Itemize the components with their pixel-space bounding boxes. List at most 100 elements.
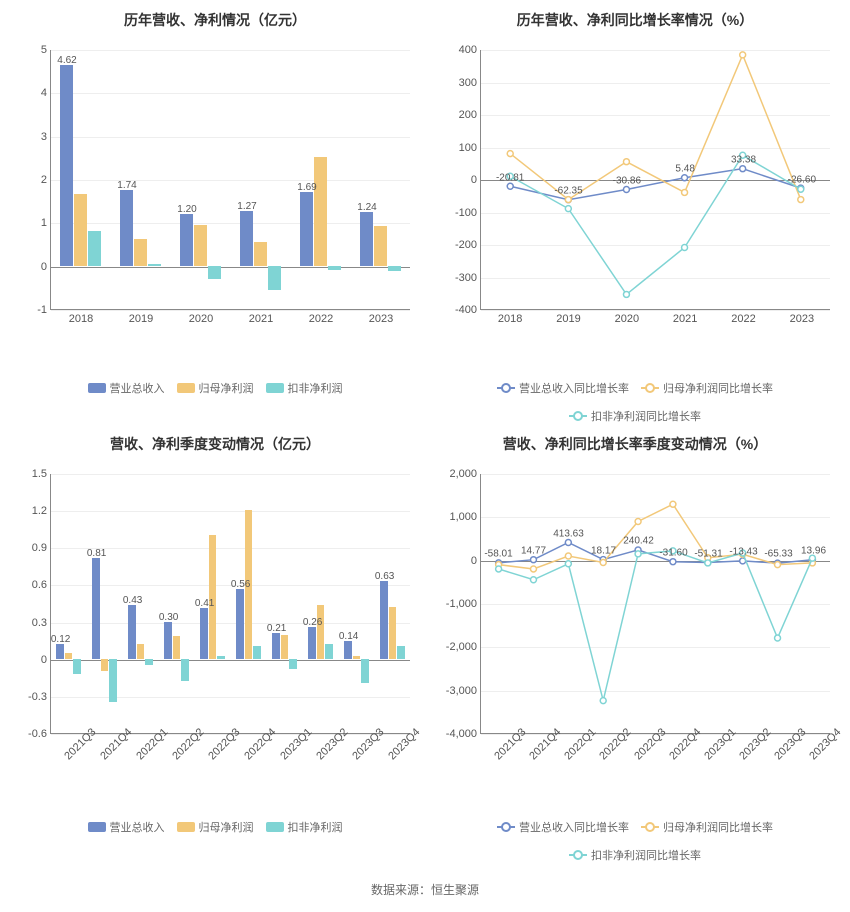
legend: 营业总收入同比增长率 归母净利润同比增长率 扣非净利润同比增长率 xyxy=(430,819,840,863)
legend-swatch xyxy=(497,826,515,828)
panel-top-left: 历年营收、净利情况（亿元） -101234520184.6220191.7420… xyxy=(10,10,420,424)
legend-label: 归母净利润同比增长率 xyxy=(663,819,773,835)
legend-swatch xyxy=(641,387,659,389)
bar xyxy=(308,627,315,659)
chart-title: 营收、净利季度变动情况（亿元） xyxy=(10,434,420,454)
bar xyxy=(56,644,63,659)
legend-swatch xyxy=(266,383,284,393)
bar xyxy=(128,605,135,658)
legend-swatch xyxy=(177,822,195,832)
point-value-label: -58.01 xyxy=(484,549,512,560)
legend-item: 扣非净利润同比增长率 xyxy=(569,847,701,863)
bar-value-label: 1.24 xyxy=(357,202,376,213)
legend-swatch xyxy=(88,822,106,832)
legend-swatch xyxy=(177,383,195,393)
point-value-label: -51.31 xyxy=(694,549,722,560)
legend: 营业总收入 归母净利润 扣非净利润 xyxy=(10,819,420,835)
bar xyxy=(344,641,351,658)
bar-value-label: 0.43 xyxy=(123,595,142,606)
legend-label: 扣非净利润同比增长率 xyxy=(591,408,701,424)
legend-item: 归母净利润 xyxy=(177,819,254,835)
bar xyxy=(194,225,207,266)
legend-label: 扣非净利润 xyxy=(288,380,343,396)
legend-item: 扣非净利润 xyxy=(266,819,343,835)
legend-label: 扣非净利润同比增长率 xyxy=(591,847,701,863)
point-value-label: 18.17 xyxy=(591,546,616,557)
point-value-label: 33.38 xyxy=(731,155,756,166)
bar xyxy=(164,622,171,659)
bar xyxy=(109,659,116,702)
legend-label: 营业总收入 xyxy=(110,380,165,396)
bar xyxy=(101,659,108,671)
bar-value-label: 0.63 xyxy=(375,571,394,582)
line-series-svg xyxy=(481,474,830,733)
bar xyxy=(236,589,243,658)
legend-label: 归母净利润 xyxy=(199,819,254,835)
bar xyxy=(389,607,396,659)
bar xyxy=(217,656,224,658)
bar-chart: -101234520184.6220191.7420201.2020211.27… xyxy=(10,40,420,340)
bar xyxy=(374,226,387,266)
bar-value-label: 0.26 xyxy=(303,617,322,628)
bar-value-label: 0.30 xyxy=(159,612,178,623)
legend-item: 扣非净利润同比增长率 xyxy=(569,408,701,424)
bar xyxy=(88,231,101,266)
legend-swatch xyxy=(497,387,515,389)
panel-bottom-left: 营收、净利季度变动情况（亿元） -0.6-0.300.30.60.91.21.5… xyxy=(10,434,420,863)
bar xyxy=(361,659,368,684)
legend-label: 归母净利润同比增长率 xyxy=(663,380,773,396)
legend-item: 归母净利润同比增长率 xyxy=(641,380,773,396)
legend-label: 营业总收入同比增长率 xyxy=(519,380,629,396)
bar-value-label: 0.81 xyxy=(87,548,106,559)
bar-chart: -0.6-0.300.30.60.91.21.52021Q30.122021Q4… xyxy=(10,464,420,764)
legend-item: 营业总收入 xyxy=(88,819,165,835)
legend-swatch xyxy=(641,826,659,828)
bar xyxy=(60,65,73,265)
legend-item: 营业总收入 xyxy=(88,380,165,396)
bar-value-label: 0.21 xyxy=(267,623,286,634)
bar xyxy=(300,192,313,265)
bar-value-label: 0.12 xyxy=(51,634,70,645)
point-value-label: 413.63 xyxy=(553,528,584,539)
legend-swatch xyxy=(266,822,284,832)
legend: 营业总收入同比增长率 归母净利润同比增长率 扣非净利润同比增长率 xyxy=(430,380,840,424)
legend-swatch xyxy=(569,854,587,856)
bar-value-label: 1.27 xyxy=(237,201,256,212)
point-value-label: -13.43 xyxy=(729,547,757,558)
bar xyxy=(254,242,267,266)
data-source-footer: 数据来源：恒生聚源 xyxy=(0,873,850,912)
bar xyxy=(325,644,332,659)
chart-title: 历年营收、净利同比增长率情况（%） xyxy=(430,10,840,30)
point-value-label: 240.42 xyxy=(623,536,654,547)
legend: 营业总收入 归母净利润 扣非净利润 xyxy=(10,380,420,396)
legend-label: 营业总收入 xyxy=(110,819,165,835)
panel-bottom-right: 营收、净利同比增长率季度变动情况（%） -4,000-3,000-2,000-1… xyxy=(430,434,840,863)
point-value-label: 5.48 xyxy=(675,164,694,175)
point-value-label: -26.60 xyxy=(788,174,816,185)
point-value-label: -20.81 xyxy=(496,172,524,183)
bar xyxy=(272,633,279,659)
point-value-label: -65.33 xyxy=(764,549,792,560)
legend-label: 归母净利润 xyxy=(199,380,254,396)
point-value-label: 13.96 xyxy=(801,546,826,557)
legend-item: 营业总收入同比增长率 xyxy=(497,819,629,835)
bar xyxy=(328,266,341,270)
chart-grid: 历年营收、净利情况（亿元） -101234520184.6220191.7420… xyxy=(0,0,850,873)
bar xyxy=(353,656,360,658)
point-value-label: -30.86 xyxy=(613,176,641,187)
legend-swatch xyxy=(569,415,587,417)
line-series-svg xyxy=(481,50,830,309)
bar xyxy=(134,239,147,266)
bar xyxy=(180,214,193,266)
bar xyxy=(208,266,221,279)
bar xyxy=(397,646,404,658)
panel-top-right: 历年营收、净利同比增长率情况（%） -400-300-200-100010020… xyxy=(430,10,840,424)
bar xyxy=(120,190,133,265)
bar xyxy=(137,644,144,659)
line-chart: -400-300-200-100010020030040020182019202… xyxy=(430,40,840,340)
legend-item: 扣非净利润 xyxy=(266,380,343,396)
bar xyxy=(65,653,72,659)
point-value-label: -31.60 xyxy=(659,548,687,559)
line-chart: -4,000-3,000-2,000-1,00001,0002,0002021Q… xyxy=(430,464,840,764)
bar xyxy=(253,646,260,658)
